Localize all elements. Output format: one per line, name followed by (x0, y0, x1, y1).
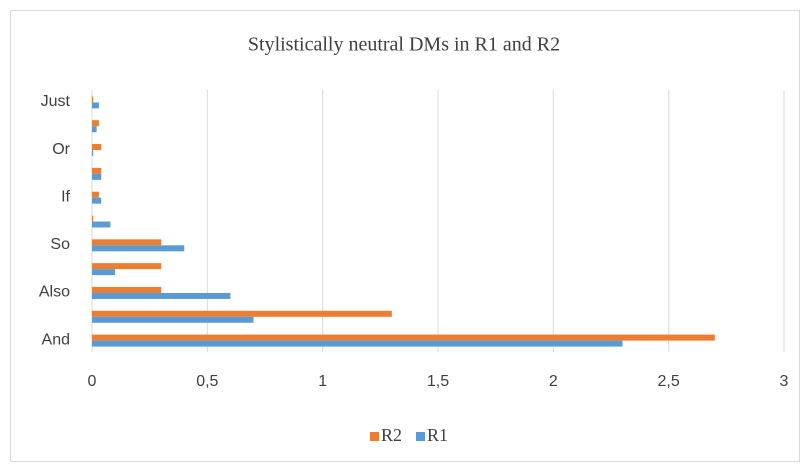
bar (92, 245, 185, 252)
y-tick-label: Just (41, 93, 71, 110)
bar (92, 334, 715, 341)
x-tick-label: 3 (780, 373, 789, 390)
bar (92, 215, 94, 222)
bar (92, 263, 162, 270)
bar (92, 340, 623, 347)
bar (92, 310, 392, 317)
bar (92, 102, 99, 109)
chart-frame (10, 10, 800, 462)
x-tick-label: 0,5 (196, 373, 218, 390)
y-tick-label: Also (39, 284, 70, 301)
y-tick-label: If (61, 188, 70, 205)
x-tick-label: 1,5 (427, 373, 449, 390)
legend-label: R2 (381, 425, 402, 445)
x-tick-label: 0 (88, 373, 97, 390)
y-tick-label: So (50, 236, 70, 253)
bar (92, 167, 102, 174)
bar (92, 197, 102, 204)
bar (92, 316, 254, 323)
x-tick-label: 2 (549, 373, 558, 390)
legend-swatch (370, 432, 379, 441)
bar (92, 150, 94, 157)
y-tick-label: Or (52, 141, 70, 158)
bar (92, 126, 97, 133)
x-tick-label: 2,5 (658, 373, 680, 390)
bar (92, 221, 111, 228)
bar (92, 292, 231, 299)
bar (92, 120, 99, 127)
legend-label: R1 (427, 425, 448, 445)
chart-title: Stylistically neutral DMs in R1 and R2 (248, 34, 560, 56)
y-tick-label: And (42, 331, 70, 348)
legend-swatch (416, 432, 425, 441)
bar (92, 239, 162, 246)
bar (92, 286, 162, 293)
bar (92, 191, 99, 198)
bar (92, 269, 116, 276)
x-tick-label: 1 (318, 373, 327, 390)
bar (92, 173, 102, 180)
bar (92, 144, 102, 151)
bar (92, 96, 94, 103)
